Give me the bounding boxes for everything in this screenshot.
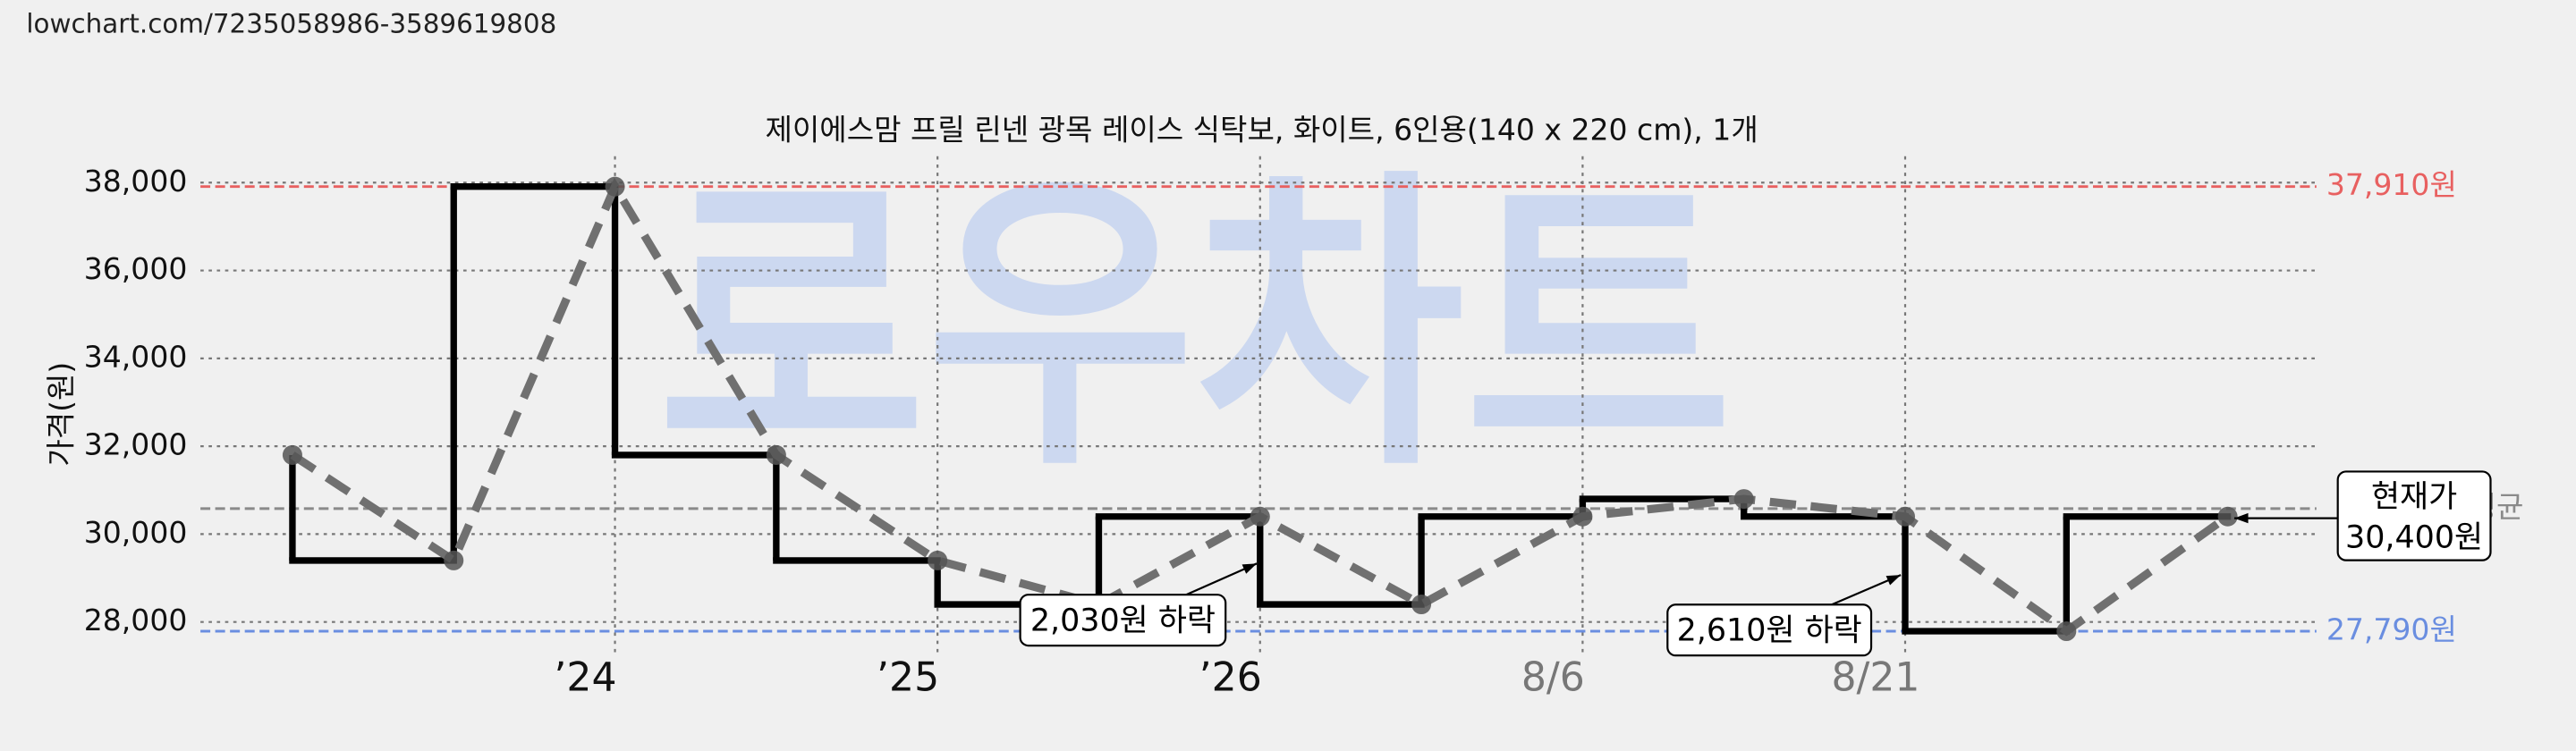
annotation-text: 30,400원 [2345, 520, 2483, 556]
y-tick-label: 36,000 [84, 251, 188, 286]
arrow-head [2233, 512, 2249, 524]
y-tick-label: 30,000 [84, 515, 188, 550]
point [2056, 620, 2077, 642]
annotation-text: 2,030원 하락 [1030, 603, 1216, 639]
point [1250, 506, 1270, 527]
point [605, 176, 625, 197]
annotation-text: 현재가 [2371, 479, 2457, 515]
annotation-box [2336, 470, 2492, 561]
point [282, 444, 302, 465]
annotation-text: 2,610원 하락 [1677, 613, 1862, 649]
x-tick-label: ’24 [554, 655, 616, 701]
point [928, 550, 948, 570]
watermark: 로우차트 [657, 145, 1733, 508]
point [1894, 506, 1916, 527]
y-axis-label: 가격(원) [43, 362, 78, 467]
x-tick-label: 8/21 [1831, 655, 1919, 701]
y-tick-label: 34,000 [84, 339, 188, 374]
x-tick-label: ’26 [1199, 655, 1262, 701]
annotation-box [1019, 594, 1227, 647]
point [1733, 489, 1754, 510]
point [1411, 595, 1432, 615]
point [444, 550, 464, 570]
point [2217, 506, 2238, 527]
arrow-head [1885, 575, 1902, 586]
y-tick-label: 38,000 [84, 164, 188, 198]
url: lowchart.com/7235058986-3589619808 [26, 8, 556, 38]
y-tick-label: 28,000 [84, 603, 188, 637]
x-tick-label: 8/6 [1521, 655, 1585, 701]
reference-label: 27,790원 [2326, 612, 2457, 647]
x-tick-label: ’25 [877, 655, 939, 701]
point [766, 444, 786, 465]
annotation-box [1666, 603, 1873, 657]
arrow-head [1241, 563, 1258, 574]
point [1572, 506, 1593, 527]
y-tick-label: 32,000 [84, 427, 188, 462]
chart-title: 제이에스맘 프릴 린넨 광목 레이스 식탁보, 화이트, 6인용(140 x 2… [765, 113, 1758, 148]
reference-label: 37,910원 [2326, 167, 2457, 202]
